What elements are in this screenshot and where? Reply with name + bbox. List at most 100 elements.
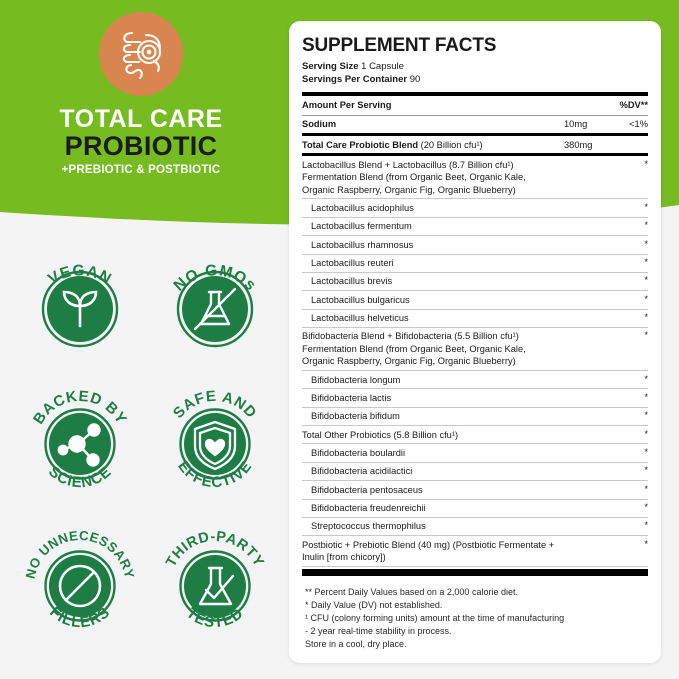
divider-medium [302,133,648,136]
serving-size-value: 1 Capsule [361,60,404,72]
supplement-facts-footnotes: ** Percent Daily Values based on a 2,000… [302,576,648,651]
ingredient-dv: * [644,391,648,402]
ingredient-dv: * [644,465,648,476]
ingredient-dv: * [644,428,648,439]
ingredient-name: Streptococcus thermophilus [311,521,426,532]
blend-name: Total Care Probiotic Blend [302,139,419,150]
divider-under-header [302,114,648,116]
table-row: Bifidobacteria acidilactici * [302,463,648,482]
plant-leaf-icon [62,290,97,328]
table-row: Bifidobacteria boulardii * [302,444,648,463]
ingredient-name: Bifidobacteria Blend + Bifidobacteria (5… [302,331,526,367]
ingredient-dv: * [644,502,648,513]
ingredient-dv: * [644,312,648,323]
table-row-sodium: Sodium 10mg <1% [302,116,648,133]
table-header-row: Amount Per Serving %DV** [302,96,648,114]
blend-detail: (20 Billion cfu¹) [420,139,483,150]
ingredient-dv: * [644,220,648,231]
ingredient-name: Lactobacillus helveticus [311,313,409,324]
table-row: Bifidobacteria freudenreichii * [302,500,648,518]
table-row: Bifidobacteria pentosaceus * [302,481,648,500]
ingredient-name: Bifidobacteria pentosaceus [311,484,423,495]
brand-line-1: TOTAL CARE [59,105,223,133]
ingredient-dv: * [644,238,648,249]
flask-check-icon [198,566,234,606]
divider-thick-top [302,92,648,97]
ingredient-dv: * [644,373,648,384]
ingredient-name: Lactobacillus reuteri [311,258,394,269]
badge-no-unnecessary-fillers: NO UNNECESSARY FILLERS [14,520,146,648]
supplement-facts-card: SUPPLEMENT FACTS Serving Size 1 Capsule … [289,21,661,664]
table-row: Lactobacillus rhamnosus * [302,236,648,255]
divider-bottom-thick [302,568,648,576]
badge-third-party-tested: THIRD-PARTY TESTED [149,520,281,648]
ingredient-dv: * [644,446,648,457]
molecule-icon [57,423,101,467]
ingredient-dv: * [644,201,648,212]
ingredient-name: Bifidobacteria freudenreichii [311,503,426,514]
table-row: Lactobacillus acidophilus * [302,199,648,218]
table-row: Bifidobacteria bifidum * [302,408,648,427]
blend-amount: 380mg [564,139,593,150]
table-row: Bifidobacteria Blend + Bifidobacteria (5… [302,328,648,372]
table-row: Lactobacillus fermentum * [302,218,648,237]
ingredient-dv: * [644,158,648,169]
ingredient-name: Bifidobacteria lactis [311,392,392,403]
footnote-line: Store in a cool, dry place. [305,639,407,650]
ingredient-name: Lactobacillus brevis [311,276,393,287]
table-row-total-care-blend: Total Care Probiotic Blend (20 Billion c… [302,136,648,153]
ingredient-name: Bifidobacteria acidilactici [311,466,413,477]
table-row: Bifidobacteria lactis * [302,389,648,408]
no-fillers-circle-slash-icon [58,564,101,608]
ingredient-name: Lactobacillus acidophilus [311,202,414,213]
footnote-line: ¹ CFU (colony forming units) amount at t… [305,613,565,624]
divider-medium-2 [302,153,648,157]
ingredient-name: Lactobacillus fermentum [311,221,412,232]
ingredient-dv: * [644,257,648,268]
ingredient-name: Lactobacillus Blend + Lactobacillus (8.7… [302,159,526,195]
table-row: Lactobacillus reuteri * [302,255,648,273]
table-row: Postbiotic + Prebiotic Blend (40 mg) (Po… [302,536,648,567]
flask-crossed-out-icon [193,287,236,331]
serving-size-line: Serving Size 1 Capsule [302,61,648,74]
table-row: Lactobacillus brevis * [302,273,648,292]
ingredient-name: Bifidobacteria bifidum [311,411,400,422]
ingredient-dv: * [644,520,648,531]
badge-vegan: VEGAN [14,236,146,364]
brand-block: TOTAL CARE PROBIOTIC +PREBIOTIC & POSTBI… [0,12,282,176]
ingredient-dv: * [644,330,648,341]
table-row: Bifidobacteria longum * [302,371,648,390]
amount-per-serving-header: Amount Per Serving [302,100,392,111]
dv-col-header: %DV** [619,100,648,111]
badge-no-gmos: NO GMOs [149,236,281,364]
ingredient-name: Bifidobacteria longum [311,374,401,385]
sodium-name: Sodium [302,119,337,130]
brand-line-2: PROBIOTIC [64,131,218,162]
table-row: Lactobacillus Blend + Lactobacillus (8.7… [302,156,648,200]
ingredient-name: Total Other Probiotics (5.8 Billion cfu¹… [302,429,459,440]
table-row: Total Other Probiotics (5.8 Billion cfu¹… [302,426,648,445]
sodium-amount: 10mg [564,119,588,130]
badge-backed-by-science: BACKED BY SCIENCE [14,378,146,506]
ingredient-name: Bifidobacteria boulardii [311,447,406,458]
sodium-dv: <1% [629,119,648,130]
brand-line-3: +PREBIOTIC & POSTBIOTIC [61,163,221,176]
badge-safe-and-effective: SAFE AND EFFECTIVE [149,378,281,506]
servings-per-container-label: Servings Per Container [302,73,408,85]
ingredient-dv: * [644,538,648,549]
ingredient-name: Lactobacillus bulgaricus [311,294,410,305]
serving-size-label: Serving Size [302,60,359,72]
shield-heart-icon [193,420,236,471]
certification-badges: VEGAN NO GMOs [12,236,282,648]
supplement-facts-title: SUPPLEMENT FACTS [302,35,497,56]
supplement-facts-rows: Lactobacillus Blend + Lactobacillus (8.7… [302,156,648,567]
servings-per-container-line: Servings Per Container 90 [302,74,648,87]
table-row: Streptococcus thermophilus * [302,518,648,537]
ingredient-name: Postbiotic + Prebiotic Blend (40 mg) (Po… [302,539,555,563]
footnote-line: - 2 year real-time stability in process. [305,626,452,637]
servings-per-container-value: 90 [409,73,421,85]
table-row: Lactobacillus helveticus * [302,310,648,328]
footnote-line: * Daily Value (DV) not established. [305,600,443,611]
footnote-line: ** Percent Daily Values based on a 2,000… [305,586,518,597]
